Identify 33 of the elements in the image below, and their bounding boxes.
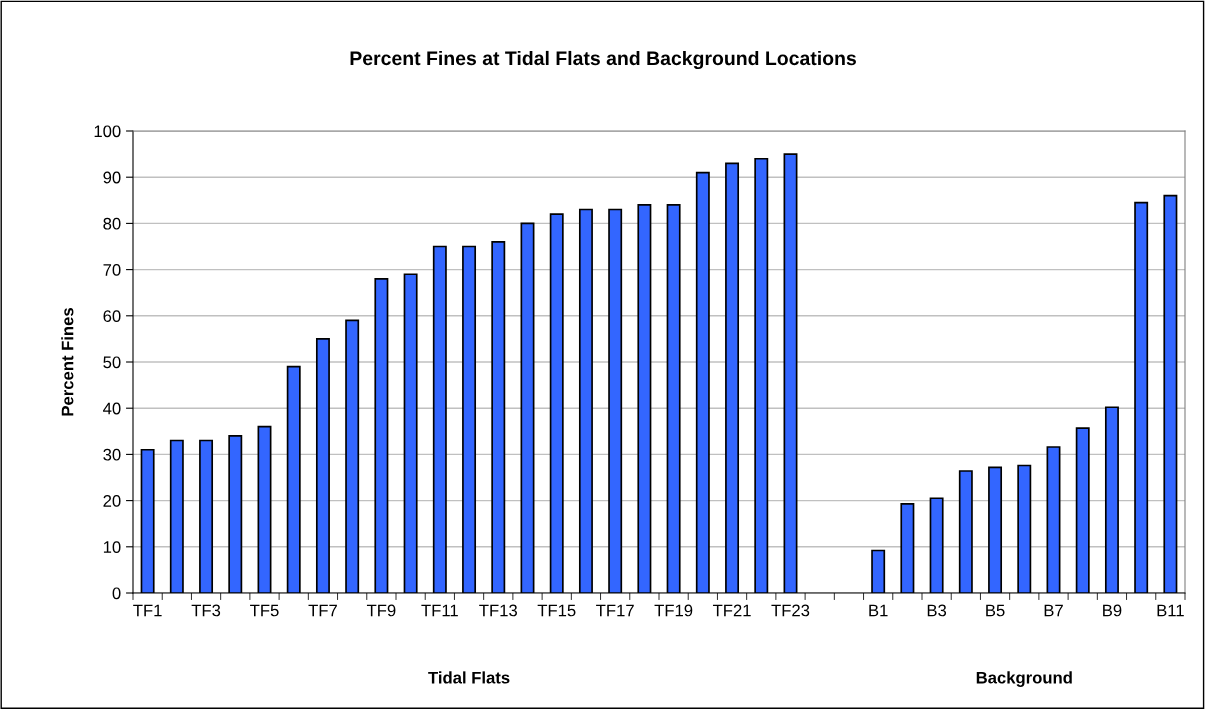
y-tick-label: 10 <box>103 541 121 553</box>
y-tick-label: 50 <box>103 356 121 369</box>
x-tick-label: B11 <box>1157 604 1184 617</box>
text: Tidal Flats <box>428 671 510 684</box>
x-tick-label: TF11 <box>421 604 458 617</box>
y-tick-label: 90 <box>103 171 121 184</box>
x-tick-label: B1 <box>869 604 888 617</box>
x-tick-label: B3 <box>927 604 947 617</box>
x-tick-label: TF19 <box>654 604 693 617</box>
x-tick-label: B5 <box>986 604 1005 617</box>
x-tick-label: TF7 <box>308 604 337 617</box>
y-axis-title: Percent Fines <box>61 308 74 416</box>
x-tick-label: TF3 <box>191 604 221 617</box>
x-tick-label: TF13 <box>479 604 517 617</box>
y-tick-label: 60 <box>103 310 121 322</box>
x-tick-label: B9 <box>1103 604 1122 617</box>
x-tick-label: B7 <box>1044 604 1063 617</box>
y-tick-label: 40 <box>103 402 121 415</box>
y-tick-label: 80 <box>103 217 121 230</box>
x-tick-label: TF17 <box>596 604 634 617</box>
chart-title: Percent Fines at Tidal Flats and Background Locations <box>350 50 856 70</box>
x-tick-label: TF23 <box>771 604 810 617</box>
y-tick-label: 30 <box>103 448 121 461</box>
x-tick-label: TF5 <box>250 604 279 617</box>
y-tick-label: 20 <box>103 495 121 507</box>
x-tick-label: TF15 <box>537 604 576 617</box>
x-tick-label: TF21 <box>712 604 751 617</box>
text: Background <box>976 671 1072 687</box>
y-tick-label: 0 <box>112 587 121 600</box>
x-tick-label: TF1 <box>133 604 162 617</box>
y-tick-label: 100 <box>94 125 121 138</box>
x-tick-label: TF9 <box>366 604 396 617</box>
y-tick-label: 70 <box>103 264 121 276</box>
